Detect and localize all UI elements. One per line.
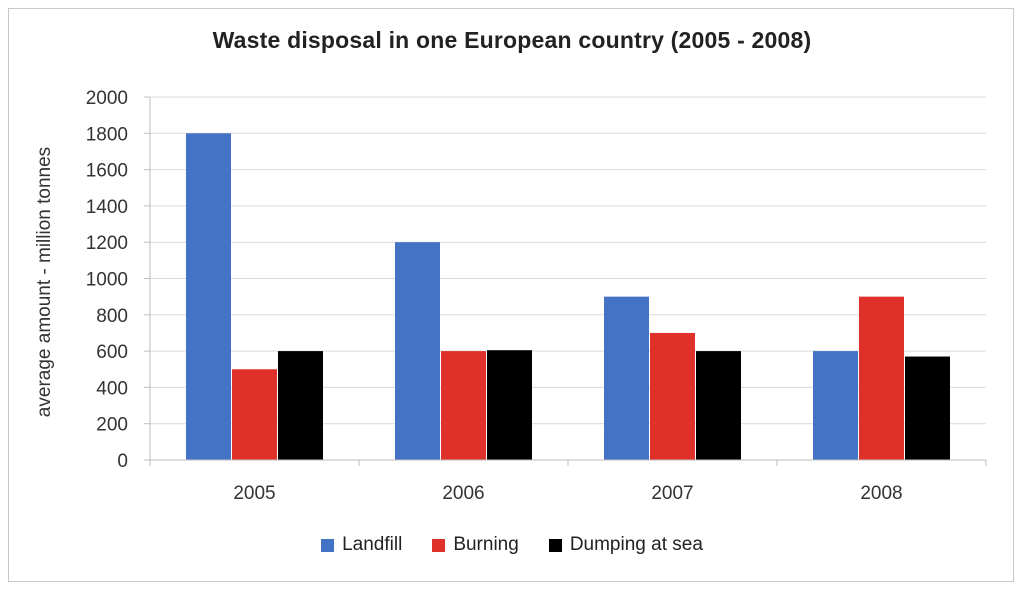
- x-tick-label: 2007: [651, 483, 693, 504]
- legend-item-dumping-at-sea: Dumping at sea: [548, 534, 703, 556]
- legend-item-burning: Burning: [432, 534, 519, 556]
- legend-item-landfill: Landfill: [321, 534, 402, 556]
- y-tick-label: 0: [117, 451, 128, 472]
- y-axis-label: average amount - million tonnes: [34, 147, 55, 417]
- bar-landfill-2008: [813, 351, 858, 460]
- legend-label-burning: Burning: [453, 534, 519, 555]
- x-tick-label: 2006: [442, 483, 484, 504]
- legend-label-landfill: Landfill: [342, 534, 403, 555]
- chart-frame: [8, 8, 1014, 582]
- bar-burning-2005: [232, 369, 277, 460]
- bar-burning-2008: [859, 296, 904, 460]
- bar-dumping-at-sea-2008: [905, 356, 950, 460]
- bar-dumping-at-sea-2005: [278, 351, 323, 460]
- chart-title: Waste disposal in one European country (…: [212, 27, 812, 53]
- x-tick-label: 2005: [233, 483, 275, 504]
- axes: [144, 96, 987, 466]
- legend-swatch-burning: [432, 538, 446, 552]
- y-tick-label: 1400: [86, 197, 128, 218]
- y-tick-label: 1600: [86, 161, 128, 182]
- y-tick-label: 1800: [86, 124, 128, 145]
- y-tick-label: 1200: [86, 233, 128, 254]
- x-tick-labels: 2005 2006 2007 2008: [233, 483, 902, 504]
- legend-label-dumping-at-sea: Dumping at sea: [569, 534, 703, 555]
- y-tick-label: 400: [96, 378, 128, 399]
- x-tick-label: 2008: [860, 483, 902, 504]
- bar-landfill-2007: [604, 296, 649, 460]
- legend-swatch-dumping-at-sea: [548, 538, 562, 552]
- y-tick-label: 200: [96, 415, 128, 436]
- bar-burning-2007: [650, 332, 695, 460]
- y-tick-label: 1000: [86, 270, 128, 291]
- bar-landfill-2006: [395, 242, 440, 460]
- y-tick-label: 2000: [86, 88, 128, 109]
- y-tick-label: 600: [96, 342, 128, 363]
- bar-dumping-at-sea-2007: [696, 351, 741, 460]
- bar-dumping-at-sea-2006: [487, 350, 532, 460]
- bars: [186, 133, 950, 461]
- y-tick-label: 800: [96, 306, 128, 327]
- legend-swatch-landfill: [321, 538, 335, 552]
- legend: Landfill Burning Dumping at sea: [0, 534, 1024, 556]
- bar-burning-2006: [441, 351, 486, 460]
- bar-landfill-2005: [186, 133, 231, 461]
- y-tick-labels: 0 200 400 600 800 1000 1200 1400 1600 1800 2000: [86, 88, 128, 472]
